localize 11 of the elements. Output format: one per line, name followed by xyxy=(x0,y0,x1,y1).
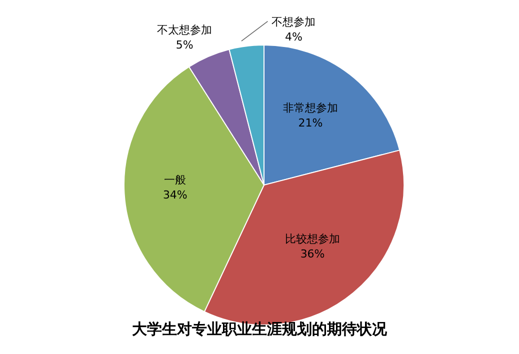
text: 大学生对专业职业生涯规划的期待状况 xyxy=(131,320,388,339)
data-label: 34% xyxy=(162,188,188,202)
data-label: 4% xyxy=(284,30,302,44)
slice-label: 不太想参加 xyxy=(157,23,212,36)
slice-label: 非常想参加 xyxy=(282,102,338,115)
data-label: 5% xyxy=(176,38,194,52)
slice-label: 比较想参加 xyxy=(285,232,340,246)
slice-label: 一般 xyxy=(164,173,186,186)
data-label: 36% xyxy=(300,248,325,261)
slice-label: 不想参加 xyxy=(272,15,316,28)
data-label: 21% xyxy=(298,116,323,130)
